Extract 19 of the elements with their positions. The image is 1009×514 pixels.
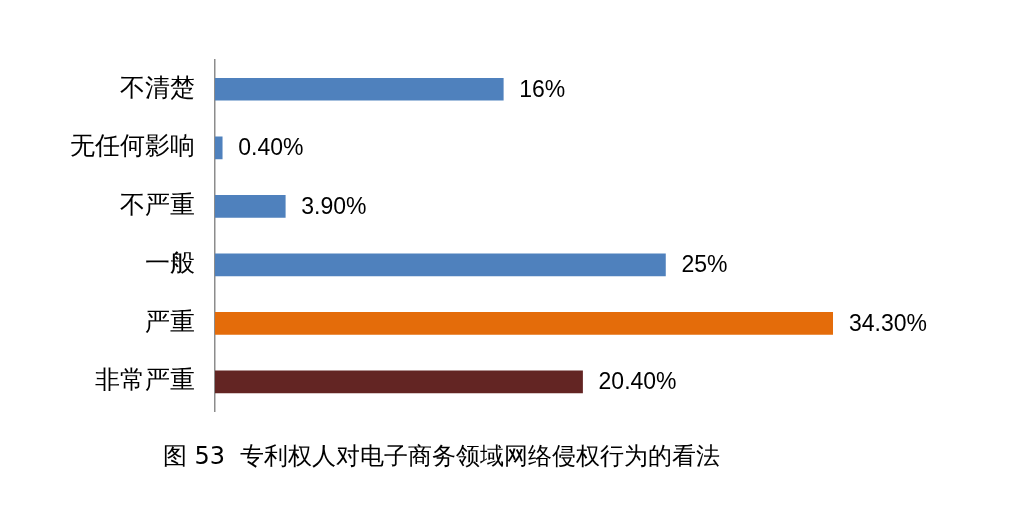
bar <box>215 312 833 335</box>
y-tick-label: 严重 <box>145 306 195 336</box>
data-label: 16% <box>519 75 566 102</box>
y-tick-label: 不清楚 <box>120 72 195 102</box>
text: 图 53 专利权人对电子商务领域网络侵权行为的看法 <box>162 441 721 470</box>
data-label: 3.90% <box>301 192 367 219</box>
data-label: 20.40% <box>598 368 677 395</box>
bar <box>215 253 666 277</box>
y-tick-label: 非常严重 <box>95 365 195 395</box>
bar <box>215 77 504 101</box>
bar <box>215 370 583 394</box>
bar <box>215 136 223 160</box>
data-label: 34.30% <box>849 309 928 336</box>
data-label: 0.40% <box>238 134 304 161</box>
y-tick-label: 一般 <box>145 248 195 278</box>
y-tick-label: 不严重 <box>120 189 195 219</box>
y-tick-label: 无任何影响 <box>70 131 195 161</box>
bar <box>215 195 286 218</box>
data-label: 25% <box>681 251 728 278</box>
